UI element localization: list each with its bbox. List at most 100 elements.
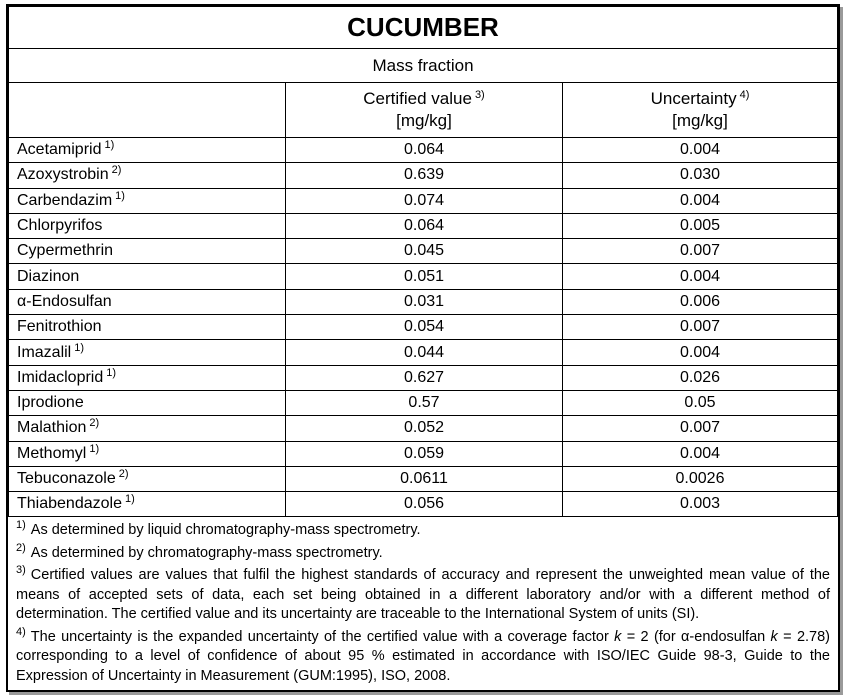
certified-value: 0.031 <box>285 288 563 316</box>
uncertainty-value: 0.026 <box>562 364 838 391</box>
certified-value: 0.051 <box>285 263 563 290</box>
analyte-note: 1) <box>89 442 100 455</box>
analyte-name: Methomyl <box>17 444 87 462</box>
uncertainty-value: 0.007 <box>562 415 838 442</box>
analyte-cell: Tebuconazole 2) <box>8 465 286 493</box>
footnote-text: = 2.78) corresponding to a level of conf… <box>16 628 830 684</box>
symbol: k <box>770 628 778 645</box>
analyte-name: Acetamiprid <box>17 141 102 159</box>
column-header: Certified value 3) [mg/kg] <box>285 82 563 138</box>
analyte-name: Imazalil <box>17 343 72 361</box>
data-row: Cypermethrin 0.045 0.007 <box>8 238 838 265</box>
analyte-cell: Imazalil 1) <box>8 339 286 366</box>
analyte-cell: Imidacloprid 1) <box>8 364 286 391</box>
certified-value: 0.0611 <box>285 465 563 493</box>
data-row: Azoxystrobin 2) 0.639 0.030 <box>8 162 838 189</box>
analyte-name: Imidacloprid <box>17 368 104 386</box>
group-header: Mass fraction <box>8 48 838 83</box>
footnote-text: As determined by liquid chromatography-m… <box>30 522 421 539</box>
certified-value: 0.044 <box>285 339 563 366</box>
analyte-note: 2) <box>111 164 122 177</box>
analyte-note: 2) <box>118 468 129 480</box>
analyte-name: Azoxystrobin <box>17 166 109 184</box>
analyte-name: Cypermethrin <box>17 242 114 260</box>
certified-value: 0.064 <box>285 136 563 164</box>
analyte-cell: Azoxystrobin 2) <box>8 162 286 189</box>
uncertainty-value: 0.004 <box>562 187 838 214</box>
footnotes: 1) As determined by liquid chromatography… <box>8 517 838 686</box>
certified-value: 0.054 <box>285 314 563 341</box>
footnote: 1) As determined by liquid chromatography… <box>16 519 830 541</box>
footnote-text: Certified values are values that fulfil … <box>16 567 830 623</box>
uncertainty-value: 0.0026 <box>562 465 838 493</box>
analyte-cell: Thiabendazole 1) <box>8 491 286 518</box>
data-row: α-Endosulfan 0.031 0.006 <box>8 288 838 316</box>
uncertainty-value: 0.004 <box>562 263 838 290</box>
column-note: 4) <box>739 89 750 101</box>
certified-value: 0.045 <box>285 238 563 265</box>
footnote-mark: 1) <box>16 519 26 532</box>
data-row: Tebuconazole 2) 0.0611 0.0026 <box>8 465 838 493</box>
analyte-note: 1) <box>106 366 117 379</box>
column-unit: [mg/kg] <box>396 111 452 130</box>
uncertainty-value: 0.004 <box>562 440 838 467</box>
analyte-name: Malathion <box>17 419 87 437</box>
analyte-cell: Methomyl 1) <box>8 440 286 467</box>
column-label: Certified value <box>363 89 472 108</box>
column-label: Uncertainty <box>650 89 737 108</box>
analyte-note: 1) <box>104 139 115 152</box>
footnote-text: = 2 (for α-endosulfan <box>621 628 771 645</box>
footnote: 2) As determined by chromatography-mass s… <box>16 541 830 564</box>
data-row: Carbendazim 1) 0.074 0.004 <box>8 187 838 214</box>
data-row: Diazinon 0.051 0.004 <box>8 263 838 290</box>
column-note: 3) <box>474 89 485 101</box>
analyte-cell: α-Endosulfan <box>8 288 286 316</box>
certified-value: 0.57 <box>285 389 563 417</box>
analyte-name: Fenitrothion <box>17 318 102 336</box>
analyte-name: Carbendazim <box>17 191 113 209</box>
analyte-cell: Diazinon <box>8 263 286 290</box>
uncertainty-value: 0.05 <box>562 389 838 417</box>
analyte-cell: Carbendazim 1) <box>8 187 286 214</box>
data-row: Malathion 2) 0.052 0.007 <box>8 415 838 442</box>
uncertainty-value: 0.005 <box>562 212 838 240</box>
title-row: CUCUMBER <box>8 6 838 49</box>
header-row: Certified value 3) [mg/kg] Uncertainty 4) [mg… <box>8 82 838 138</box>
analyte-note: 1) <box>115 189 125 202</box>
column-header: Uncertainty 4) [mg/kg] <box>562 82 838 138</box>
uncertainty-value: 0.007 <box>562 314 838 341</box>
data-row: Imidacloprid 1) 0.627 0.026 <box>8 364 838 391</box>
analyte-name: α-Endosulfan <box>17 292 112 310</box>
footnote: 4) The uncertainty is the expanded uncert… <box>16 625 830 687</box>
certified-value: 0.064 <box>285 212 563 240</box>
footnote-text: The uncertainty is the expanded uncertai… <box>30 628 615 645</box>
footnote: 3) Certified values are values that fulfi… <box>16 564 830 625</box>
analyte-name: Thiabendazole <box>17 495 122 513</box>
footnote-mark: 3) <box>16 564 26 577</box>
data-row: Acetamiprid 1) 0.064 0.004 <box>8 136 838 164</box>
empty-cell <box>8 82 286 138</box>
analyte-cell: Acetamiprid 1) <box>8 136 286 164</box>
analyte-name: Diazinon <box>17 267 80 285</box>
analyte-name: Chlorpyrifos <box>17 217 103 235</box>
uncertainty-value: 0.030 <box>562 162 838 189</box>
uncertainty-value: 0.004 <box>562 136 838 164</box>
data-row: Fenitrothion 0.054 0.007 <box>8 314 838 341</box>
analyte-cell: Malathion 2) <box>8 415 286 442</box>
uncertainty-value: 0.007 <box>562 238 838 265</box>
uncertainty-value: 0.004 <box>562 339 838 366</box>
data-row: Methomyl 1) 0.059 0.004 <box>8 440 838 467</box>
analyte-cell: Iprodione <box>8 389 286 417</box>
certified-value: 0.074 <box>285 187 563 214</box>
uncertainty-value: 0.006 <box>562 288 838 316</box>
analyte-cell: Fenitrothion <box>8 314 286 341</box>
data-row: Iprodione 0.57 0.05 <box>8 389 838 417</box>
data-table: CUCUMBER Mass fraction Certified value 3) [m… <box>8 6 838 518</box>
group-row: Mass fraction <box>8 48 838 83</box>
footnote-mark: 2) <box>16 541 26 554</box>
document-frame: CUCUMBER Mass fraction Certified value 3) [m… <box>6 4 840 692</box>
data-row: Imazalil 1) 0.044 0.004 <box>8 339 838 366</box>
data-row: Chlorpyrifos 0.064 0.005 <box>8 212 838 240</box>
footnote-mark: 4) <box>16 625 26 638</box>
analyte-name: Tebuconazole <box>17 470 116 487</box>
